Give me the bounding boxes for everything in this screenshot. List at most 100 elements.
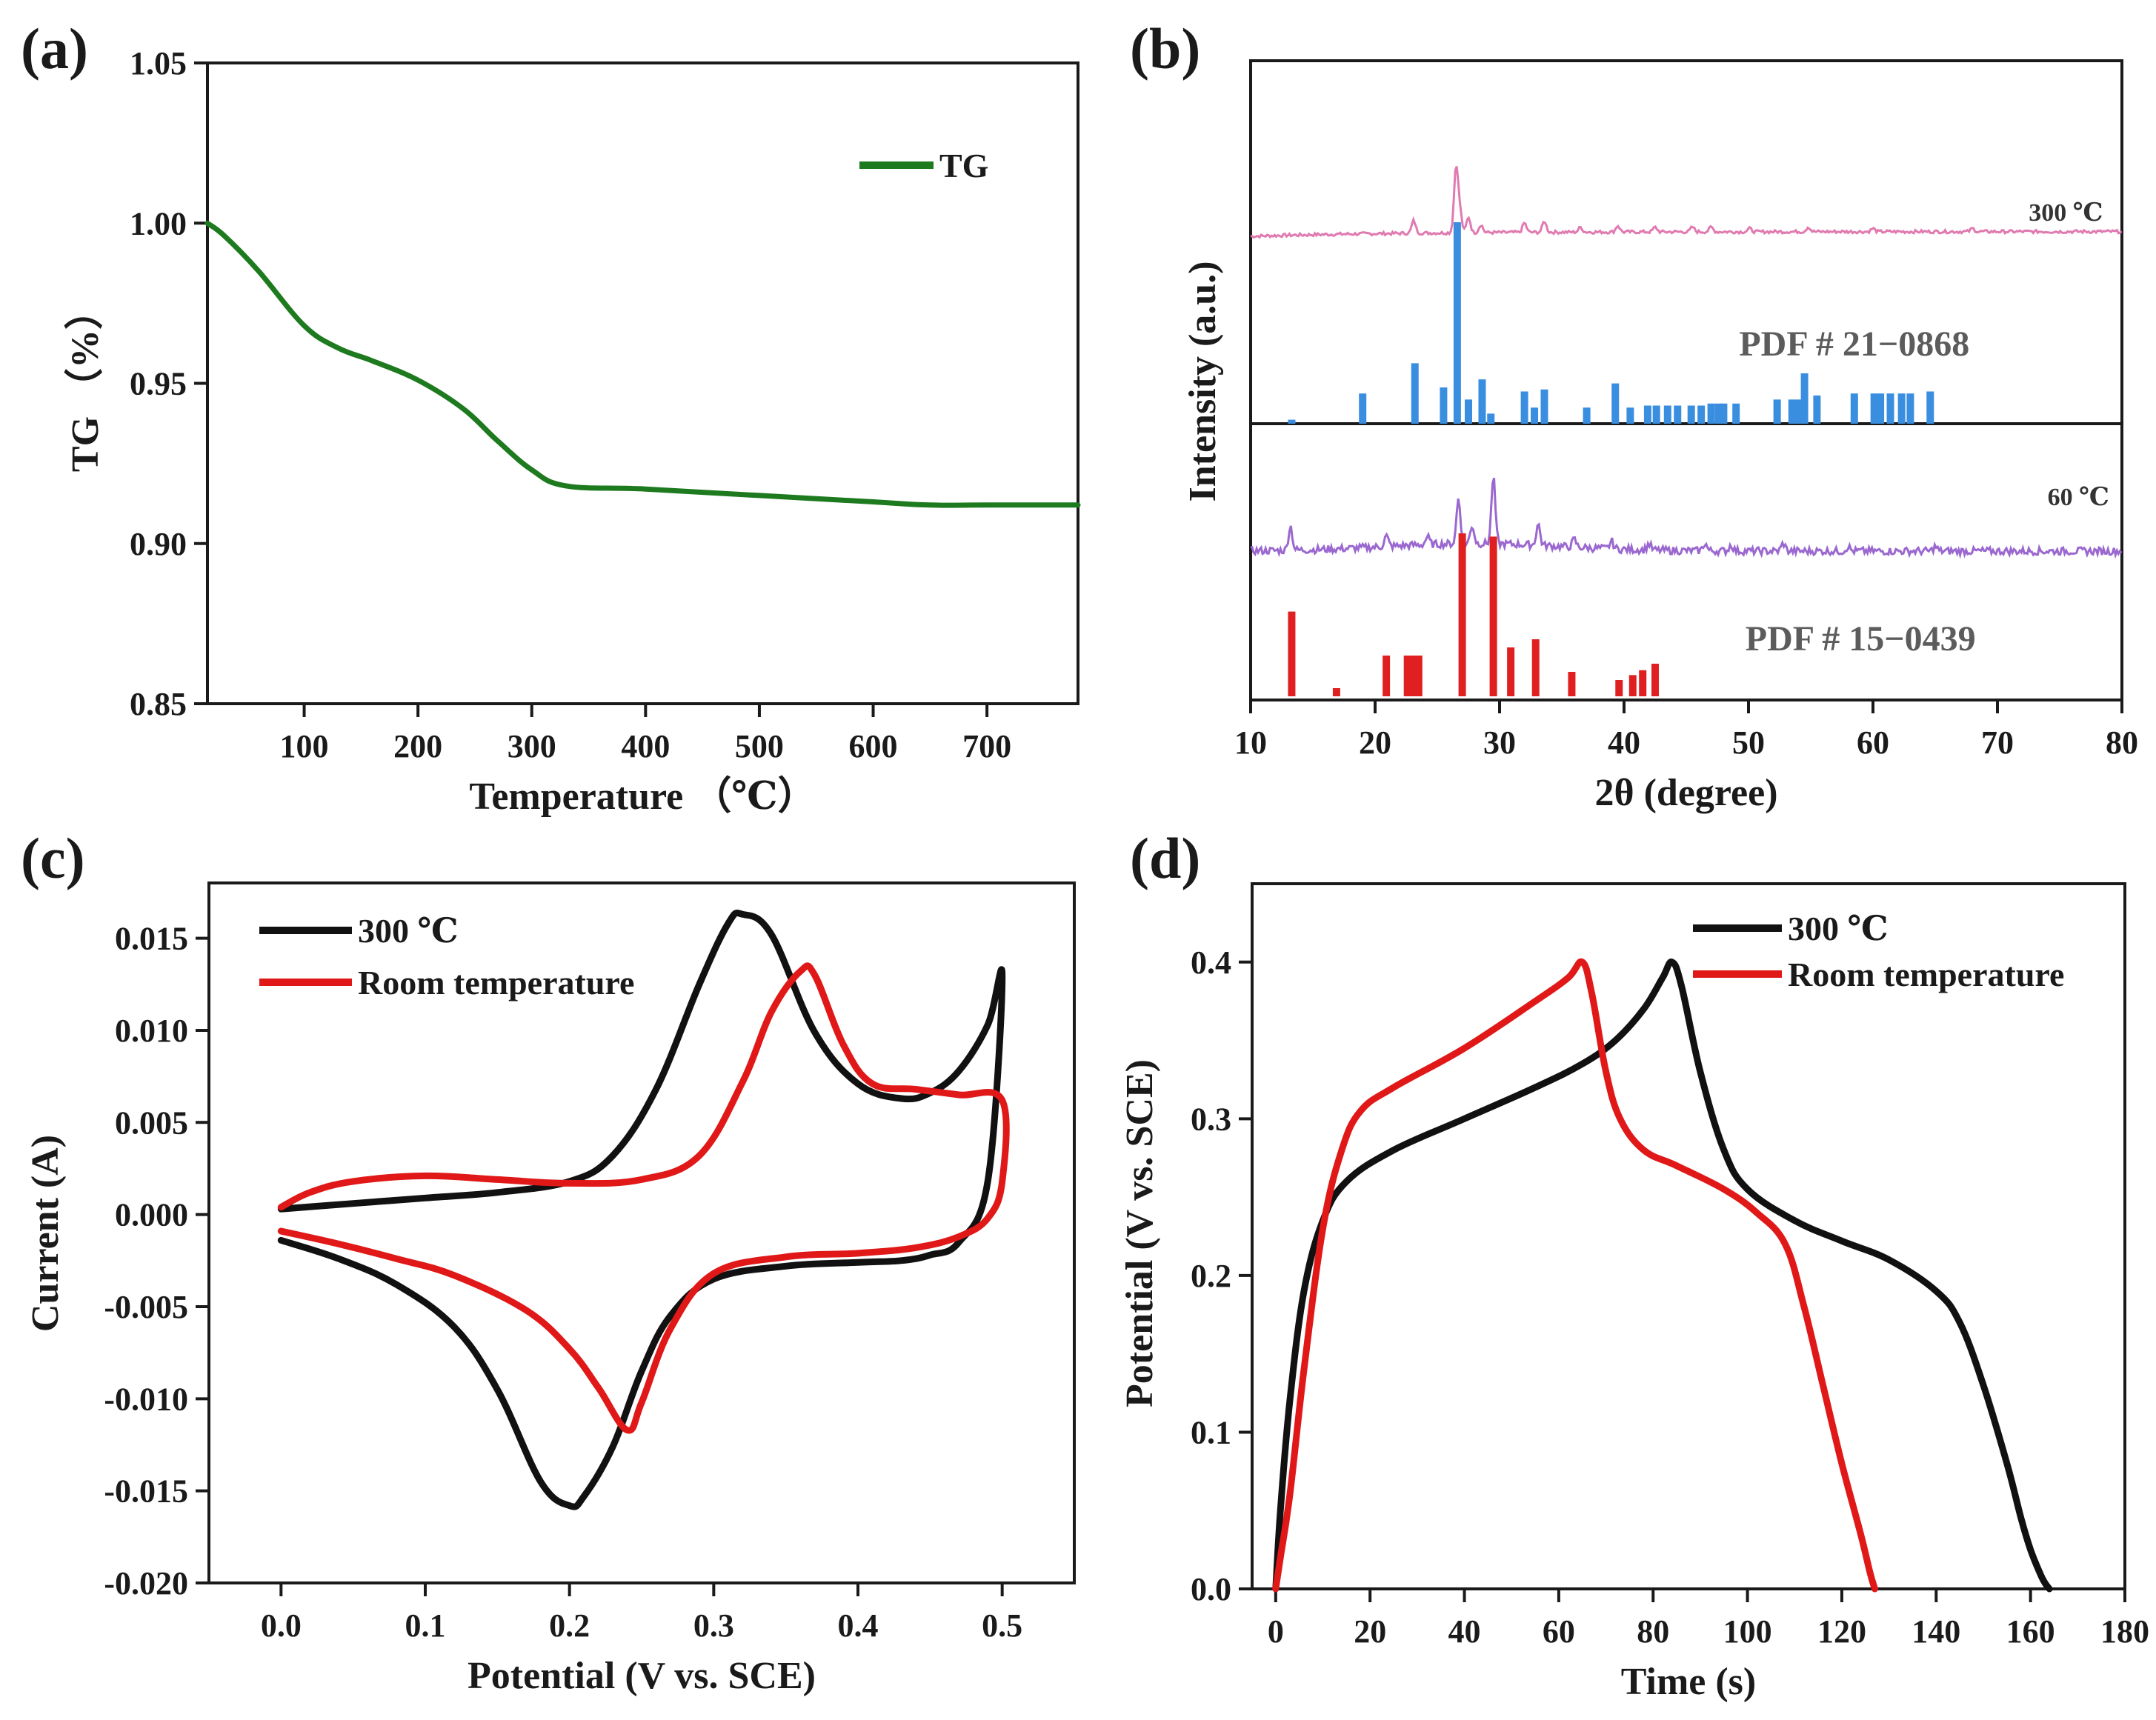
reference-stick bbox=[1628, 675, 1637, 696]
x-tick-label: 700 bbox=[962, 728, 1011, 764]
x-tick-label: 0.4 bbox=[838, 1607, 879, 1644]
reference-stick bbox=[1626, 407, 1634, 424]
reference-stick bbox=[1663, 405, 1671, 424]
reference-stick bbox=[1615, 680, 1623, 696]
x-tick-label: 200 bbox=[393, 728, 442, 764]
x-tick-label: 160 bbox=[2006, 1613, 2055, 1650]
x-tick-label: 0 bbox=[1268, 1613, 1284, 1650]
y-tick-label: 0.0 bbox=[1191, 1571, 1231, 1607]
reference-stick bbox=[1568, 672, 1576, 696]
reference-stick bbox=[1507, 647, 1515, 696]
x-tick-label: 80 bbox=[2106, 724, 2138, 761]
panel-label: (d) bbox=[1130, 826, 1200, 890]
reference-stick bbox=[1707, 403, 1715, 424]
x-axis-label: 2θ (degree) bbox=[1594, 772, 1777, 814]
panel-d: (d) 0 20 40 60 80 100 120 140 160 180 Time (s) Poten… bbox=[1119, 826, 2149, 1703]
x-tick-label: 70 bbox=[1981, 724, 2014, 761]
x-tick-label: 30 bbox=[1483, 724, 1516, 761]
reference-stick bbox=[1639, 670, 1647, 696]
y-tick-label: 0.4 bbox=[1191, 944, 1231, 981]
reference-stick bbox=[1332, 688, 1340, 696]
reference-stick bbox=[1414, 656, 1423, 696]
x-tick-label: 0.0 bbox=[261, 1607, 302, 1644]
x-tick-label: 10 bbox=[1234, 724, 1267, 761]
reference-stick bbox=[1687, 405, 1695, 424]
reference-stick bbox=[1611, 383, 1620, 424]
x-tick-label: 40 bbox=[1448, 1613, 1481, 1650]
reference-stick bbox=[1813, 395, 1821, 424]
y-tick-label: -0.020 bbox=[104, 1565, 188, 1601]
xrd-pattern-line bbox=[1250, 166, 2123, 239]
x-axis-label: Temperature （℃） bbox=[469, 775, 816, 818]
y-axis-label: Potential (V vs. SCE) bbox=[1119, 1059, 1161, 1407]
series-line-1 bbox=[204, 220, 1081, 508]
x-tick-label: 120 bbox=[1817, 1613, 1866, 1650]
reference-stick bbox=[1870, 393, 1878, 424]
legend-label: 300 ℃ bbox=[1788, 910, 1889, 947]
x-tick-label: 60 bbox=[1857, 724, 1889, 761]
reference-stick bbox=[1411, 363, 1419, 424]
x-tick-label: 500 bbox=[735, 728, 784, 764]
y-tick-label: 0.015 bbox=[115, 921, 188, 957]
pattern-annotation: PDF # 21−0868 bbox=[1739, 324, 1969, 364]
x-axis-label: Time (s) bbox=[1621, 1661, 1756, 1703]
reference-stick bbox=[1850, 393, 1858, 424]
reference-stick bbox=[1652, 405, 1660, 424]
x-tick-label: 400 bbox=[621, 728, 670, 764]
x-tick-label: 20 bbox=[1359, 724, 1391, 761]
x-tick-label: 0.3 bbox=[693, 1607, 734, 1644]
x-tick-label: 20 bbox=[1354, 1613, 1386, 1650]
x-tick-label: 100 bbox=[1723, 1613, 1772, 1650]
reference-stick bbox=[1440, 387, 1448, 424]
x-tick-label: 40 bbox=[1608, 724, 1640, 761]
reference-stick bbox=[1788, 399, 1796, 424]
series-line-2 bbox=[1272, 958, 1878, 1593]
panel-b: (b) 10 20 30 40 50 60 70 80 2θ (degree) Intensity … bbox=[1130, 16, 2138, 814]
x-tick-label: 0.2 bbox=[549, 1607, 590, 1644]
reference-stick bbox=[1489, 536, 1497, 696]
reference-stick bbox=[1732, 403, 1740, 424]
reference-stick bbox=[1926, 391, 1934, 424]
reference-stick bbox=[1487, 413, 1495, 424]
panel-label: (b) bbox=[1130, 16, 1200, 81]
x-tick-label: 0.5 bbox=[982, 1607, 1022, 1644]
pattern-annotation: 60 ℃ bbox=[2048, 484, 2109, 511]
series-line-1 bbox=[1272, 959, 2053, 1593]
x-tick-label: 180 bbox=[2100, 1613, 2149, 1650]
y-tick-label: 0.85 bbox=[130, 686, 187, 722]
reference-stick bbox=[1643, 405, 1651, 424]
y-tick-label: 0.1 bbox=[1191, 1414, 1231, 1450]
reference-stick bbox=[1458, 533, 1466, 696]
reference-stick bbox=[1886, 393, 1894, 424]
reference-stick bbox=[1800, 373, 1809, 424]
reference-stick bbox=[1403, 656, 1411, 696]
reference-stick bbox=[1714, 403, 1723, 424]
reference-stick bbox=[1540, 389, 1548, 424]
reference-stick bbox=[1288, 419, 1296, 424]
y-tick-label: 0.000 bbox=[115, 1197, 188, 1233]
reference-stick bbox=[1794, 399, 1803, 424]
plot-frame bbox=[1249, 59, 2123, 701]
reference-stick bbox=[1877, 393, 1885, 424]
y-tick-label: 1.05 bbox=[130, 45, 187, 81]
y-axis-label: TG （%） bbox=[64, 291, 107, 472]
y-tick-label: 0.90 bbox=[130, 526, 187, 562]
reference-stick bbox=[1720, 403, 1728, 424]
x-tick-label: 60 bbox=[1543, 1613, 1575, 1650]
x-tick-label: 0.1 bbox=[405, 1607, 446, 1644]
y-axis-label: Current (A) bbox=[24, 1135, 67, 1332]
reference-stick bbox=[1288, 611, 1296, 696]
y-tick-label: 0.2 bbox=[1191, 1258, 1231, 1294]
legend-label: Room temperature bbox=[358, 964, 634, 1001]
x-tick-label: 140 bbox=[1912, 1613, 1960, 1650]
reference-stick bbox=[1465, 399, 1472, 424]
x-tick-label: 50 bbox=[1732, 724, 1765, 761]
series-line-2 bbox=[277, 962, 1010, 1434]
reference-stick bbox=[1674, 405, 1682, 424]
reference-stick bbox=[1583, 407, 1591, 424]
y-tick-label: 0.010 bbox=[115, 1013, 188, 1049]
y-axis-label: Intensity (a.u.) bbox=[1182, 261, 1224, 501]
reference-stick bbox=[1906, 393, 1914, 424]
pattern-annotation: PDF # 15−0439 bbox=[1746, 619, 1976, 659]
